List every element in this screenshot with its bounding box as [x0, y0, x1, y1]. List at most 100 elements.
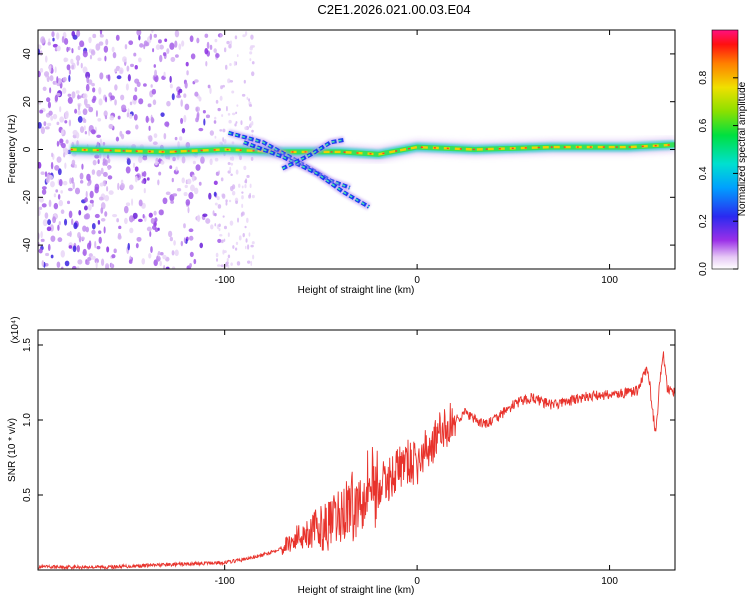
- noise-speck: [39, 109, 44, 114]
- noise-speck: [174, 136, 178, 141]
- noise-speck: [62, 180, 68, 186]
- noise-speck: [52, 216, 57, 224]
- noise-speck: [84, 130, 88, 135]
- noise-speck: [85, 103, 91, 109]
- noise-speck: [137, 218, 143, 223]
- noise-speck: [250, 260, 253, 267]
- noise-speck: [91, 229, 96, 235]
- noise-speck: [231, 190, 236, 196]
- noise-speck: [85, 190, 88, 198]
- noise-speck: [80, 236, 85, 241]
- noise-speck: [100, 207, 104, 214]
- noise-speck: [110, 95, 115, 101]
- snr-x-tick-label: 0: [414, 576, 420, 587]
- noise-speck: [198, 96, 202, 102]
- noise-speck: [84, 213, 91, 220]
- noise-speck: [59, 116, 65, 123]
- noise-speck: [85, 71, 91, 79]
- noise-speck: [56, 32, 60, 40]
- noise-speck: [62, 76, 67, 82]
- noise-speck: [111, 46, 115, 53]
- noise-speck: [227, 112, 231, 116]
- noise-speck: [230, 173, 233, 176]
- noise-speck: [76, 30, 81, 38]
- noise-speck: [241, 93, 246, 97]
- noise-speck: [251, 194, 255, 199]
- noise-speck: [235, 200, 239, 205]
- noise-speck: [188, 235, 194, 241]
- noise-speck: [104, 115, 108, 120]
- noise-speck: [133, 52, 137, 57]
- noise-speck: [206, 41, 210, 49]
- noise-speck: [234, 123, 237, 127]
- noise-speck: [199, 242, 204, 249]
- noise-speck: [71, 91, 76, 99]
- noise-speck: [102, 171, 108, 177]
- colorbar: 0.0 0.2 0.4 0.6 0.8 Normalized spectral ampl…: [698, 29, 748, 276]
- noise-speck: [82, 225, 87, 232]
- noise-speck: [222, 215, 225, 218]
- noise-speck: [112, 213, 118, 218]
- noise-speck: [92, 159, 97, 166]
- noise-speck: [231, 112, 236, 116]
- noise-speck: [227, 78, 231, 84]
- noise-speck: [195, 164, 201, 171]
- noise-speck: [198, 181, 202, 186]
- noise-speck: [226, 258, 229, 262]
- noise-speck: [98, 230, 102, 234]
- noise-speck: [53, 193, 57, 198]
- noise-speck: [42, 86, 47, 91]
- noise-speck: [113, 68, 118, 73]
- noise-speck: [235, 241, 239, 246]
- noise-speck: [149, 230, 152, 237]
- noise-speck: [57, 194, 61, 200]
- noise-speck: [213, 120, 217, 124]
- noise-speck: [235, 111, 238, 115]
- colorbar-ticks: 0.0 0.2 0.4 0.6 0.8: [698, 70, 738, 276]
- noise-speck: [38, 70, 41, 78]
- noise-speck: [155, 44, 161, 50]
- noise-speck: [66, 200, 71, 205]
- noise-speck: [214, 223, 217, 227]
- noise-speck: [151, 30, 154, 34]
- noise-speck: [94, 258, 99, 264]
- noise-speck: [159, 252, 164, 256]
- noise-speck: [58, 199, 64, 207]
- noise-speck: [243, 79, 246, 84]
- noise-speck: [250, 45, 254, 49]
- noise-speck: [60, 209, 65, 215]
- noise-speck: [38, 206, 43, 211]
- noise-speck: [60, 190, 63, 194]
- noise-speck: [168, 230, 173, 238]
- noise-speck: [146, 226, 152, 232]
- snr-y-tick-label: 1.5: [22, 338, 33, 352]
- noise-speck: [126, 158, 131, 165]
- noise-speck: [94, 240, 97, 249]
- noise-speck: [145, 115, 149, 123]
- noise-speck: [162, 52, 167, 57]
- noise-speck: [219, 129, 223, 132]
- noise-speck: [98, 236, 102, 244]
- noise-speck: [60, 142, 66, 149]
- noise-speck: [81, 163, 84, 170]
- noise-speck: [244, 225, 247, 229]
- noise-speck: [236, 104, 239, 107]
- noise-speck: [202, 213, 208, 217]
- noise-speck: [189, 263, 192, 268]
- noise-speck: [132, 94, 138, 101]
- noise-speck: [229, 166, 232, 172]
- noise-speck: [124, 217, 128, 225]
- noise-speck: [195, 117, 199, 123]
- noise-speck: [134, 78, 140, 84]
- noise-speck: [139, 43, 144, 48]
- noise-speck: [88, 36, 92, 44]
- noise-speck: [52, 37, 55, 42]
- noise-speck: [94, 186, 99, 194]
- noise-speck: [49, 75, 54, 82]
- noise-speck: [223, 238, 226, 242]
- noise-speck: [127, 242, 130, 251]
- noise-speck: [241, 191, 244, 194]
- chart-title: C2E1.2026.021.00.03.E04: [317, 2, 470, 17]
- noise-speck: [217, 204, 222, 209]
- noise-speck: [242, 233, 245, 238]
